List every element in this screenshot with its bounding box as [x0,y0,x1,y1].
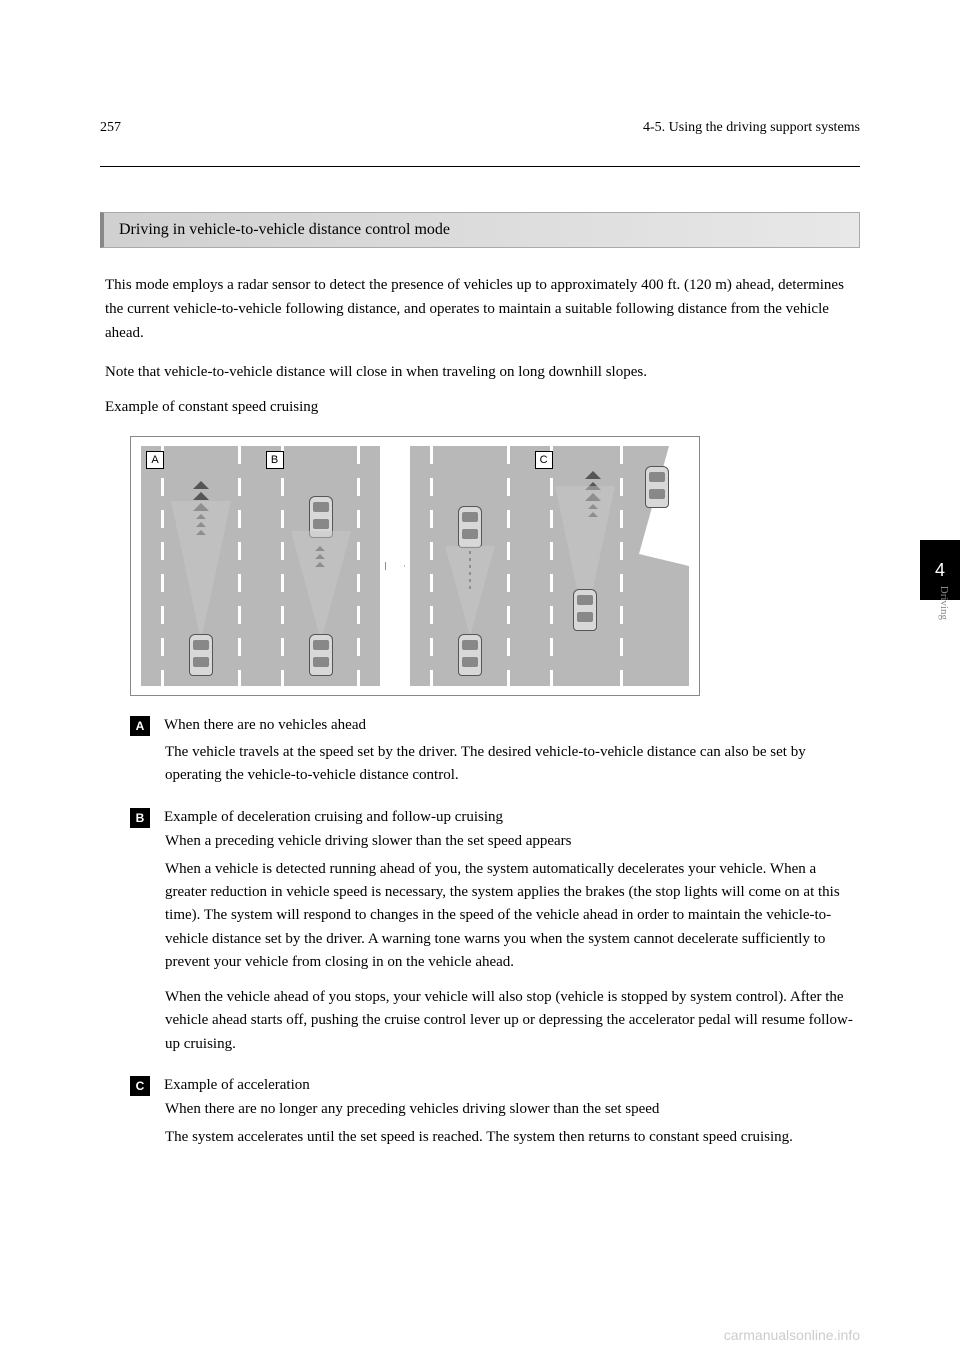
section-title-text: Driving in vehicle-to-vehicle distance c… [119,221,450,238]
lane-line [161,446,164,686]
panel-label-a: A [146,451,164,469]
arrow-icon [385,556,405,576]
radar-cone-icon [171,501,231,641]
lane-line [430,446,433,686]
scenario-c-description: The system accelerates until the set spe… [130,1126,860,1149]
own-car-icon [573,589,597,631]
scenario-label-c: C [130,1076,150,1096]
lane-line [507,446,510,686]
driving-diagram: A B [130,436,700,696]
sub-heading: Example of constant speed cruising [100,399,860,416]
section-reference: 4-5. Using the driving support systems [643,120,860,136]
diagram-panel-b1: B [261,446,381,686]
panel-label-c: C [535,451,553,469]
scenario-c: C Example of acceleration When there are… [100,1076,860,1150]
scenario-b: B Example of deceleration cruising and f… [100,808,860,1056]
scenario-label-b: B [130,808,150,828]
watermark: carmanualsonline.info [724,1327,860,1343]
scenario-a-title: When there are no vehicles ahead [164,717,366,733]
page-header: 257 4-5. Using the driving support syste… [100,120,860,136]
page-number: 257 [100,120,121,136]
lane-line [550,446,553,686]
lane-line [238,446,241,686]
scenario-c-title: When there are no longer any preceding v… [130,1098,860,1121]
transition-arrow [380,556,410,576]
radar-cone-icon [445,546,495,636]
lane-line [281,446,284,686]
scenario-label-a: A [130,716,150,736]
chapter-number: 4 [935,560,945,581]
intro-note: Note that vehicle-to-vehicle distance wi… [100,360,860,384]
scenario-a: A When there are no vehicles ahead The v… [100,716,860,788]
lane-line [357,446,360,686]
scenario-b-note: When the vehicle ahead of you stops, you… [130,986,860,1056]
diagram-panel-b2 [410,446,530,686]
scenario-b-title: When a preceding vehicle driving slower … [130,830,860,853]
section-title-bar: Driving in vehicle-to-vehicle distance c… [100,212,860,248]
scenario-b-title-prefix: Example of deceleration cruising and fol… [164,809,503,825]
diagram-panel-a: A [141,446,261,686]
preceding-car-icon [458,506,482,548]
own-car-icon [189,634,213,676]
header-divider [100,166,860,167]
radar-cone-icon [291,531,351,641]
own-car-icon [458,634,482,676]
chapter-label: Driving [938,586,950,620]
intro-paragraph: This mode employs a radar sensor to dete… [100,273,860,345]
diagram-panel-c: C [530,446,689,686]
own-car-icon [309,634,333,676]
scenario-c-title-prefix: Example of acceleration [164,1077,310,1093]
lane-line [620,446,623,686]
scenario-b-description: When a vehicle is detected running ahead… [130,858,860,974]
exiting-car-icon [645,466,669,508]
panel-label-b: B [266,451,284,469]
scenario-a-description: The vehicle travels at the speed set by … [130,741,860,788]
